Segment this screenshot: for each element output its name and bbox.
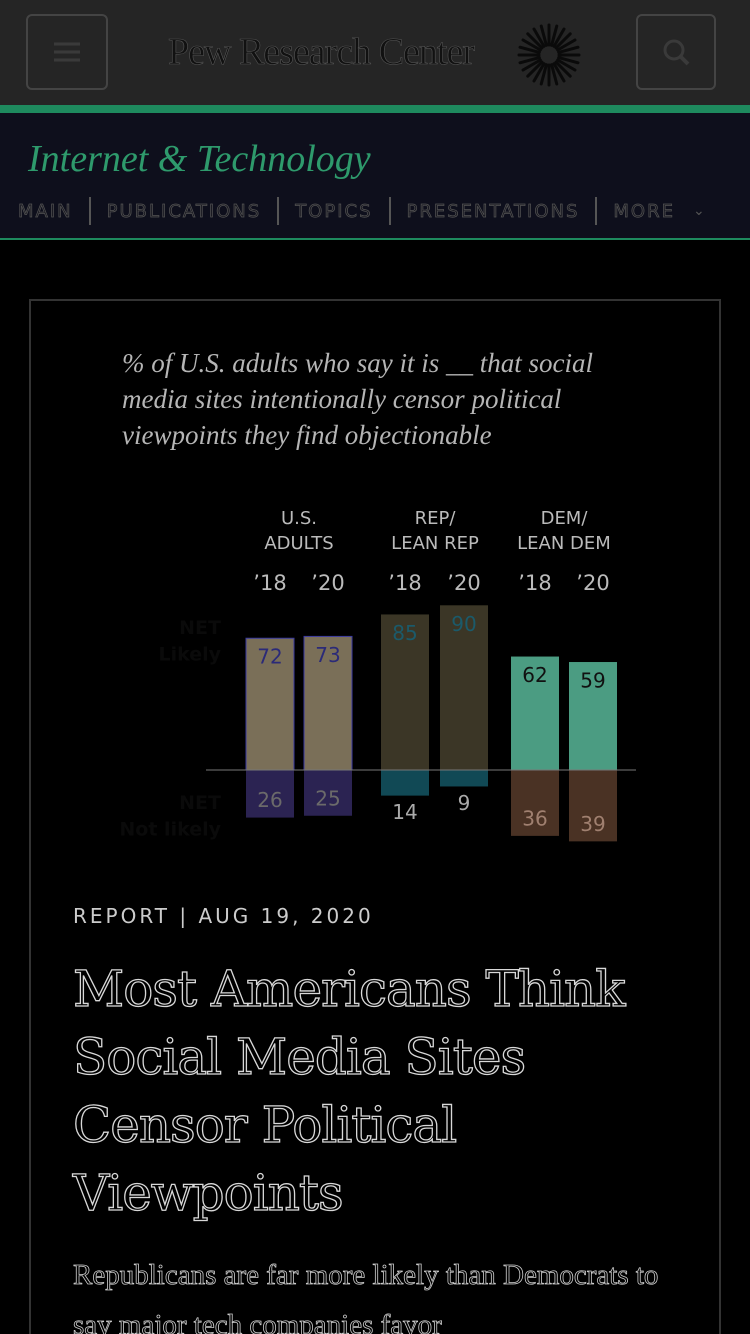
logo-ray <box>554 60 572 78</box>
logo-ray <box>526 32 544 50</box>
article-label: REPORT <box>73 904 170 928</box>
group-label: DEM/LEAN DEM <box>517 508 611 554</box>
search-icon <box>663 39 690 66</box>
logo[interactable]: Pew Research Center <box>168 31 476 74</box>
article-title[interactable]: Most Americans Think Social Media Sites … <box>72 959 626 1222</box>
chart: U.S. ADULTS REP/LEAN REP DEM/LEAN DEM ’18 ’20… <box>119 508 636 842</box>
value-label: 9 <box>458 791 471 815</box>
nav-item[interactable]: TOPICS <box>295 200 373 222</box>
logo-ray <box>518 45 541 54</box>
value-label: 90 <box>451 612 476 636</box>
menu-button[interactable] <box>26 14 108 90</box>
bar <box>569 770 617 842</box>
article-date: AUG 19, 2020 <box>198 904 374 928</box>
value-label: 39 <box>580 812 605 836</box>
nav-separator <box>88 197 91 225</box>
article-meta: REPORT | AUG 19, 2020 <box>73 904 374 928</box>
chart-subtitle: % of U.S. adults who say it is __ that s… <box>122 348 594 450</box>
bar <box>511 656 559 770</box>
logo-ray <box>557 45 580 54</box>
bar <box>304 770 352 816</box>
bar <box>245 637 295 771</box>
logo-ray <box>539 63 548 86</box>
nav: MAIN PUBLICATIONS TOPICS PRESENTATIONS MORE ⌄ <box>18 197 707 225</box>
value-label: 62 <box>522 663 547 687</box>
bar <box>440 605 488 770</box>
legend-label: NET Not likely <box>119 792 221 841</box>
nav-item[interactable]: MORE <box>613 200 675 222</box>
nav-chevron: ⌄ <box>692 203 707 219</box>
nav-item[interactable]: PRESENTATIONS <box>406 200 580 222</box>
header <box>0 0 750 105</box>
header-rule <box>0 105 750 113</box>
logo-ray <box>532 27 546 48</box>
bar <box>381 614 429 770</box>
bar <box>246 770 294 818</box>
group-label: REP/LEAN REP <box>391 508 479 554</box>
logo-ray <box>556 58 577 72</box>
section-title[interactable]: Internet & Technology <box>28 138 371 180</box>
logo-ray <box>526 60 544 78</box>
nav-item[interactable]: MAIN <box>18 200 73 222</box>
logo-ray <box>521 58 542 72</box>
bar <box>440 770 488 787</box>
value-label: 59 <box>580 669 605 693</box>
logo-ray <box>556 38 577 52</box>
section-bar <box>0 113 750 240</box>
search-button[interactable] <box>636 14 716 90</box>
bar <box>569 662 617 770</box>
nav-separator <box>277 197 280 225</box>
logo-ray <box>550 24 559 47</box>
value-label: 25 <box>315 786 340 810</box>
logo-ray <box>518 56 541 65</box>
logo-ray <box>552 27 566 48</box>
bar <box>381 770 429 796</box>
logo-ray <box>550 63 559 86</box>
menu-icon <box>54 42 80 62</box>
logo-ray <box>554 32 572 50</box>
nav-item[interactable]: PUBLICATIONS <box>106 200 262 222</box>
nav-separator <box>595 197 598 225</box>
logo-ray <box>552 62 566 83</box>
logo-ray <box>557 56 580 65</box>
value-label: 14 <box>392 800 417 824</box>
group-label: U.S. ADULTS <box>264 508 333 554</box>
bar <box>303 635 353 771</box>
x-tick-label: ’20 <box>311 571 344 595</box>
value-label: 36 <box>522 806 547 830</box>
value-label: 85 <box>392 621 417 645</box>
value-label: 26 <box>257 788 282 812</box>
card <box>29 299 721 1334</box>
value-label: 73 <box>315 643 340 667</box>
article-summary: Republicans are far more likely than Dem… <box>73 1259 659 1334</box>
x-tick-label: ’18 <box>388 571 421 595</box>
bar <box>511 770 559 836</box>
nav-separator <box>388 197 391 225</box>
logo-mark <box>517 23 581 87</box>
value-label: 72 <box>257 645 282 669</box>
logo-ray <box>539 24 548 47</box>
legend-label: NET Likely <box>158 617 221 666</box>
x-tick-label: ’20 <box>576 571 609 595</box>
x-tick-label: ’20 <box>447 571 480 595</box>
x-tick-label: ’18 <box>253 571 286 595</box>
logo-ray <box>532 62 546 83</box>
x-tick-label: ’18 <box>518 571 551 595</box>
logo-ray <box>521 38 542 52</box>
